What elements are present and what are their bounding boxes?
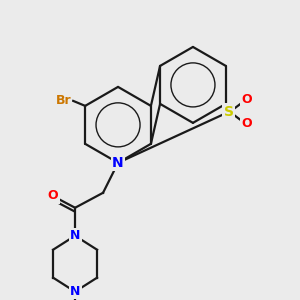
Text: N: N [112,156,124,170]
Text: O: O [242,117,252,130]
Text: O: O [48,189,58,202]
Text: O: O [242,93,252,106]
Text: S: S [224,105,234,119]
Text: N: N [70,229,80,242]
Text: N: N [70,285,80,298]
Text: Br: Br [56,94,71,107]
